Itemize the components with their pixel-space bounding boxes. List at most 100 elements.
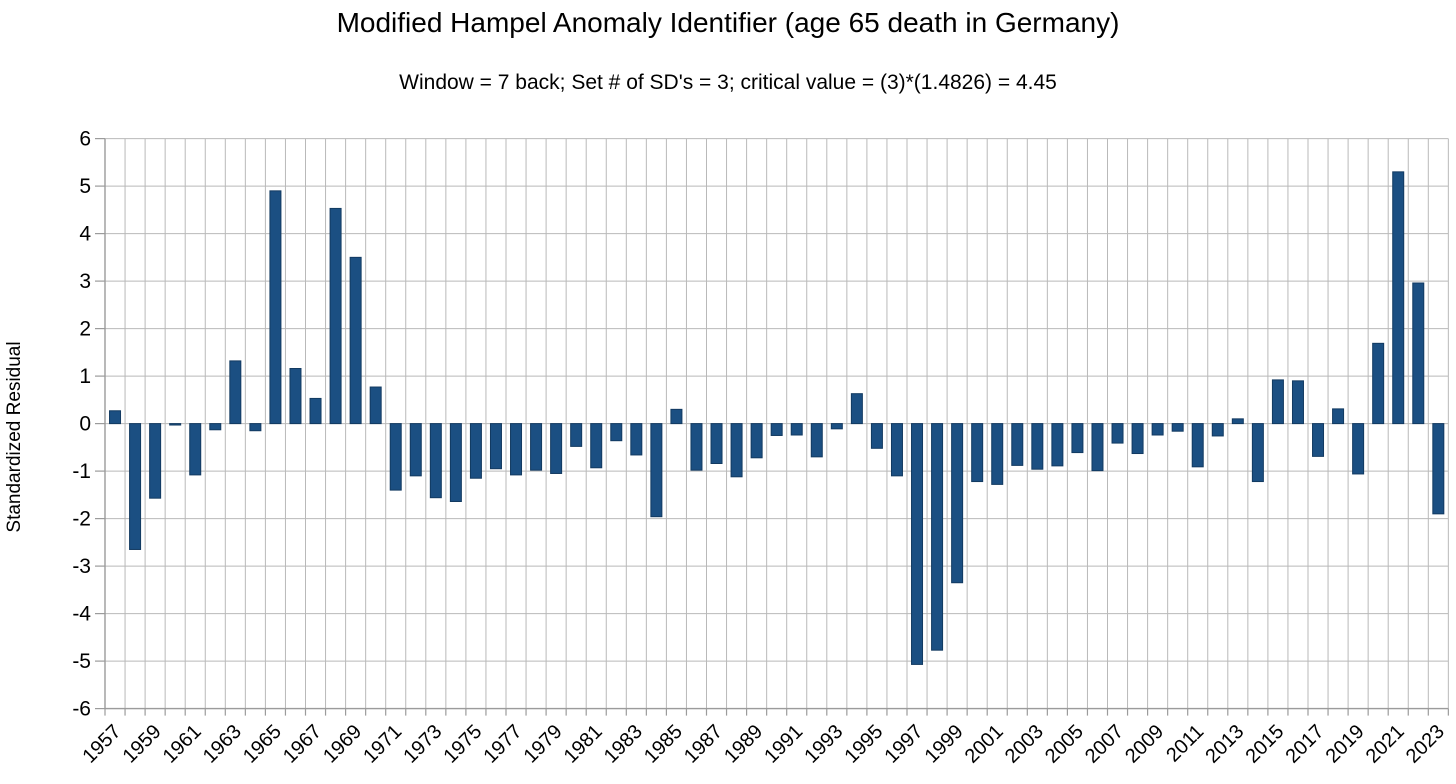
x-tick-label-1983: 1983 <box>600 721 647 768</box>
x-tick-label-2017: 2017 <box>1282 721 1329 768</box>
bar-1986 <box>690 423 703 471</box>
x-tick-label-1973: 1973 <box>399 721 446 768</box>
bar-1971 <box>389 423 402 491</box>
bar-1994 <box>850 393 863 425</box>
x-tick-label-2015: 2015 <box>1241 721 1288 768</box>
axes <box>95 138 1449 716</box>
x-tick-label-2013: 2013 <box>1201 721 1248 768</box>
bar-1966 <box>289 368 302 425</box>
bar-2017 <box>1312 423 1325 457</box>
x-tick-label-2011: 2011 <box>1162 721 1208 767</box>
y-tick-label-3: 3 <box>79 270 91 293</box>
bar-2015 <box>1271 379 1284 425</box>
bar-1961 <box>189 423 202 476</box>
y-tick-label-5: 5 <box>79 175 91 198</box>
bar-2005 <box>1071 423 1084 454</box>
bar-1992 <box>810 423 823 458</box>
bar-1960 <box>169 423 182 426</box>
x-tick-label-1963: 1963 <box>199 721 246 768</box>
bar-1965 <box>269 190 282 425</box>
x-tick-label-1993: 1993 <box>800 721 847 768</box>
y-tick-label-2: 2 <box>79 318 91 341</box>
x-tick-label-2007: 2007 <box>1081 721 1128 768</box>
bar-2008 <box>1131 423 1144 455</box>
x-tick-label-1987: 1987 <box>680 721 727 768</box>
y-tick-label-1: 1 <box>79 365 91 388</box>
bar-1967 <box>309 397 322 425</box>
bar-1989 <box>750 423 763 459</box>
bar-2021 <box>1392 171 1405 425</box>
bar-1983 <box>630 423 643 456</box>
bar-2001 <box>991 423 1004 485</box>
bar-1973 <box>429 423 442 499</box>
bar-1970 <box>369 386 382 425</box>
bar-2023 <box>1432 423 1445 515</box>
bar-1990 <box>770 423 783 436</box>
x-tick-label-1989: 1989 <box>720 721 767 768</box>
x-tick-label-1957: 1957 <box>79 721 126 768</box>
bar-1993 <box>830 423 843 430</box>
bar-1979 <box>550 423 563 474</box>
bar-2019 <box>1352 423 1365 475</box>
bar-2010 <box>1171 423 1184 432</box>
bar-1991 <box>790 423 803 436</box>
bar-1974 <box>449 423 462 503</box>
x-tick-label-1969: 1969 <box>319 721 366 768</box>
bar-1999 <box>951 423 964 584</box>
chart-subtitle: Window = 7 back; Set # of SD's = 3; crit… <box>399 71 1057 94</box>
x-tick-label-2009: 2009 <box>1121 721 1168 768</box>
x-tick-label-1959: 1959 <box>119 721 166 768</box>
bar-1977 <box>510 423 523 476</box>
y-tick-label-0: 0 <box>79 413 91 436</box>
x-tick-label-2001: 2001 <box>961 721 1008 768</box>
bar-1964 <box>249 423 262 432</box>
bar-1985 <box>670 408 683 425</box>
bar-1958 <box>129 423 142 550</box>
x-tick-label-2005: 2005 <box>1041 721 1088 768</box>
bar-1981 <box>590 423 603 469</box>
y-tick-label--3: -3 <box>72 555 91 578</box>
bar-1963 <box>229 360 242 425</box>
bar-1975 <box>469 423 482 479</box>
bar-2018 <box>1332 408 1345 425</box>
y-tick-label-6: 6 <box>79 128 91 151</box>
bars <box>109 171 1445 665</box>
y-tick-label-4: 4 <box>79 223 91 246</box>
bar-1978 <box>530 423 543 471</box>
bar-1962 <box>209 423 222 431</box>
bar-1976 <box>489 423 502 470</box>
bar-1987 <box>710 423 723 465</box>
y-axis-title: Standardized Residual <box>4 341 25 533</box>
bar-2004 <box>1051 423 1064 467</box>
chart-title: Modified Hampel Anomaly Identifier (age … <box>336 7 1120 38</box>
x-tick-label-1985: 1985 <box>640 721 687 768</box>
bar-2003 <box>1031 423 1044 470</box>
bar-1969 <box>349 256 362 425</box>
bar-2007 <box>1111 423 1124 444</box>
bar-1980 <box>570 423 583 447</box>
x-tick-label-1967: 1967 <box>279 721 326 768</box>
bar-1957 <box>109 410 122 425</box>
y-tick-label--5: -5 <box>72 650 91 673</box>
bar-2006 <box>1091 423 1104 472</box>
x-tick-label-1981: 1981 <box>560 721 607 768</box>
y-tick-label--1: -1 <box>72 460 91 483</box>
bar-2000 <box>971 423 984 483</box>
bar-1988 <box>730 423 743 478</box>
bar-1982 <box>610 423 623 442</box>
y-tick-label--2: -2 <box>72 508 91 531</box>
x-tick-label-2003: 2003 <box>1001 721 1048 768</box>
bar-2020 <box>1372 342 1385 425</box>
x-tick-label-1965: 1965 <box>239 721 286 768</box>
bar-2013 <box>1231 418 1244 425</box>
y-tick-label--4: -4 <box>72 603 91 626</box>
bar-2012 <box>1211 423 1224 437</box>
bar-2014 <box>1251 423 1264 483</box>
x-tick-label-1971: 1971 <box>359 721 406 768</box>
x-tick-label-1991: 1991 <box>760 721 807 768</box>
x-tick-label-1979: 1979 <box>520 721 567 768</box>
x-tick-label-2023: 2023 <box>1402 721 1449 768</box>
x-tick-label-1999: 1999 <box>921 721 968 768</box>
